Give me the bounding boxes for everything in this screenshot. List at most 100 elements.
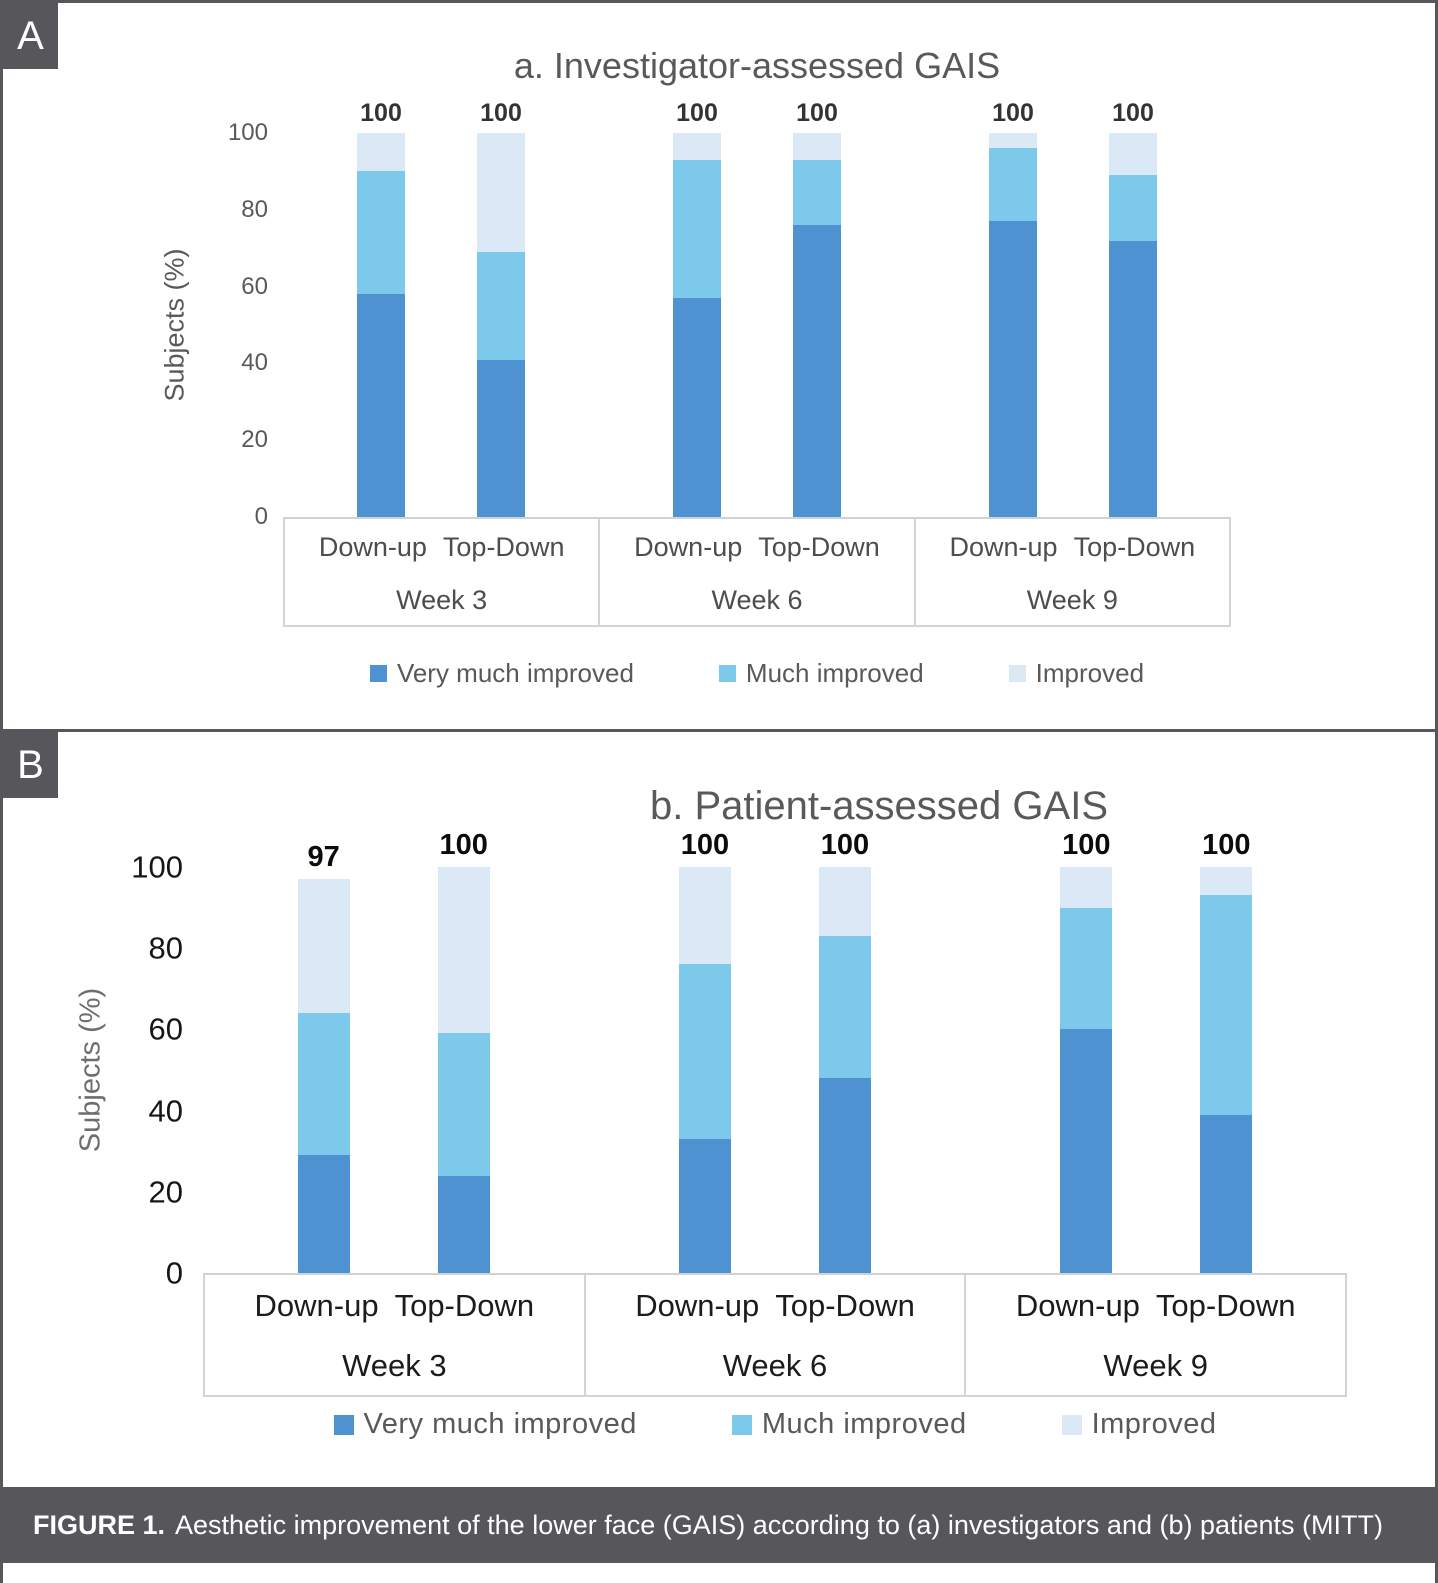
x-group-cell-week-9: Down-up Top-Down Week 9 xyxy=(916,519,1229,625)
legend-item-very-much-improved: Very much improved xyxy=(369,658,634,689)
bar-label-top-down: Top-Down xyxy=(1155,1288,1296,1323)
legend-swatch-much-improved xyxy=(718,665,736,682)
bar-week-9-down-up: 100 xyxy=(1060,829,1113,1273)
legend-label-very-much-improved: Very much improved xyxy=(363,1408,637,1440)
bar-total-label: 100 xyxy=(439,829,488,862)
bar-label-top-down: Top-Down xyxy=(394,1288,535,1323)
legend-label-improved: Improved xyxy=(1091,1408,1217,1440)
group-week-9: 100 100 xyxy=(966,831,1347,1273)
segment-very-much-improved xyxy=(793,225,841,517)
bar-pair-labels: Down-up Top-Down xyxy=(205,1275,584,1337)
y-tick-80: 80 xyxy=(148,930,183,966)
bar-total-label: 97 xyxy=(307,841,340,874)
group-week-3: 100 100 xyxy=(283,101,599,517)
y-tick-20: 20 xyxy=(241,426,268,454)
x-group-cell-week-3: Down-up Top-Down Week 3 xyxy=(285,519,601,625)
segment-very-much-improved xyxy=(437,1175,490,1273)
legend-label-very-much-improved: Very much improved xyxy=(396,658,634,688)
bar-total-label: 100 xyxy=(1112,99,1154,128)
group-week-6: 100 100 xyxy=(584,831,965,1273)
bar-week-6-down-up: 100 xyxy=(678,829,731,1273)
legend-label-much-improved: Much improved xyxy=(761,1408,967,1440)
week-label-week-3: Week 3 xyxy=(342,1348,447,1383)
segment-very-much-improved xyxy=(678,1139,731,1273)
chart-b-x-axis-table: Down-up Top-Down Week 3 Down-up Top-Down Week… xyxy=(203,1275,1347,1397)
legend-label-much-improved: Much improved xyxy=(745,658,924,688)
legend-swatch-much-improved xyxy=(731,1414,752,1435)
segment-improved xyxy=(818,867,871,937)
segment-improved xyxy=(437,867,490,1034)
bar-total-label: 100 xyxy=(1202,829,1251,862)
week-label-week-3: Week 3 xyxy=(396,584,488,615)
segment-improved xyxy=(1060,867,1113,908)
segment-improved xyxy=(357,133,405,172)
segment-much-improved xyxy=(1060,907,1113,1030)
figure-caption: FIGURE 1. Aesthetic improvement of the l… xyxy=(3,1487,1435,1563)
segment-improved xyxy=(673,133,721,160)
y-tick-60: 60 xyxy=(241,272,268,300)
bar-label-down-up: Down-up xyxy=(254,1288,379,1323)
y-tick-0: 0 xyxy=(254,503,268,530)
chart-b-plot-area: 97 100 100 100 100 100 xyxy=(203,831,1347,1275)
segment-much-improved xyxy=(477,252,525,360)
bar-week-3-down-up: 97 xyxy=(297,841,350,1273)
chart-a-plot-area: 100 100 100 100 100 100 xyxy=(283,101,1231,519)
panel-a-badge: A xyxy=(3,3,58,69)
chart-a-legend: Very much improved Much improved Improved xyxy=(283,658,1231,689)
legend-swatch-very-much-improved xyxy=(333,1414,354,1435)
x-group-cell-week-6: Down-up Top-Down Week 6 xyxy=(600,519,916,625)
legend-swatch-improved xyxy=(1008,665,1026,682)
bar-pair-labels: Down-up Top-Down xyxy=(600,519,913,575)
segment-improved xyxy=(477,133,525,253)
segment-improved xyxy=(1200,867,1253,896)
segment-much-improved xyxy=(989,148,1037,222)
bar-label-down-up: Down-up xyxy=(318,531,427,562)
bar-total-label: 100 xyxy=(480,99,522,128)
bar-week-3-top-down: 100 xyxy=(437,829,490,1273)
segment-very-much-improved xyxy=(1060,1029,1113,1273)
legend-item-improved: Improved xyxy=(1061,1408,1217,1441)
segment-very-much-improved xyxy=(297,1155,350,1273)
group-week-6: 100 100 xyxy=(599,101,915,517)
week-label-week-6: Week 6 xyxy=(722,1348,828,1383)
chart-a-bars: 100 100 100 100 100 100 xyxy=(283,101,1231,517)
bar-pair-labels: Down-up Top-Down xyxy=(916,519,1229,575)
segment-very-much-improved xyxy=(477,359,525,517)
bar-week-9-down-up: 100 xyxy=(989,101,1037,517)
bar-total-label: 100 xyxy=(1062,829,1111,862)
panel-b: B b. Patient-assessed GAIS Subjects (%) … xyxy=(3,729,1435,1487)
legend-item-much-improved: Much improved xyxy=(718,658,924,689)
bar-total-label: 100 xyxy=(992,99,1034,128)
bar-total-label: 100 xyxy=(360,99,402,128)
segment-improved xyxy=(678,867,731,965)
segment-very-much-improved xyxy=(673,298,721,517)
segment-much-improved xyxy=(437,1033,490,1176)
y-tick-100: 100 xyxy=(131,849,183,885)
bar-total-label: 100 xyxy=(680,829,730,862)
y-tick-0: 0 xyxy=(165,1255,183,1291)
segment-improved xyxy=(989,133,1037,149)
segment-much-improved xyxy=(673,159,721,299)
x-group-cell-week-3: Down-up Top-Down Week 3 xyxy=(205,1275,586,1395)
chart-a-x-axis-table: Down-up Top-Down Week 3 Down-up Top-Down Week… xyxy=(283,519,1231,627)
bar-week-9-top-down: 100 xyxy=(1109,101,1157,517)
chart-b-y-ticks: 100 80 60 40 20 0 xyxy=(73,852,183,1289)
segment-very-much-improved xyxy=(1200,1114,1253,1273)
bar-week-3-top-down: 100 xyxy=(477,101,525,517)
bar-label-top-down: Top-Down xyxy=(758,531,880,562)
chart-b-title: b. Patient-assessed GAIS xyxy=(649,784,1108,828)
y-tick-80: 80 xyxy=(241,195,268,223)
bar-label-top-down: Top-Down xyxy=(1073,531,1196,562)
segment-much-improved xyxy=(793,159,841,226)
group-week-9: 100 100 xyxy=(915,101,1231,517)
segment-much-improved xyxy=(297,1013,350,1156)
bar-label-down-up: Down-up xyxy=(949,531,1058,562)
week-label-week-6: Week 6 xyxy=(711,584,803,615)
y-tick-60: 60 xyxy=(148,1011,183,1047)
bar-label-top-down: Top-Down xyxy=(442,531,565,562)
bar-week-9-top-down: 100 xyxy=(1200,829,1253,1273)
group-week-3: 97 100 xyxy=(203,831,584,1273)
legend-swatch-improved xyxy=(1061,1414,1082,1435)
bar-label-down-up: Down-up xyxy=(634,531,743,562)
